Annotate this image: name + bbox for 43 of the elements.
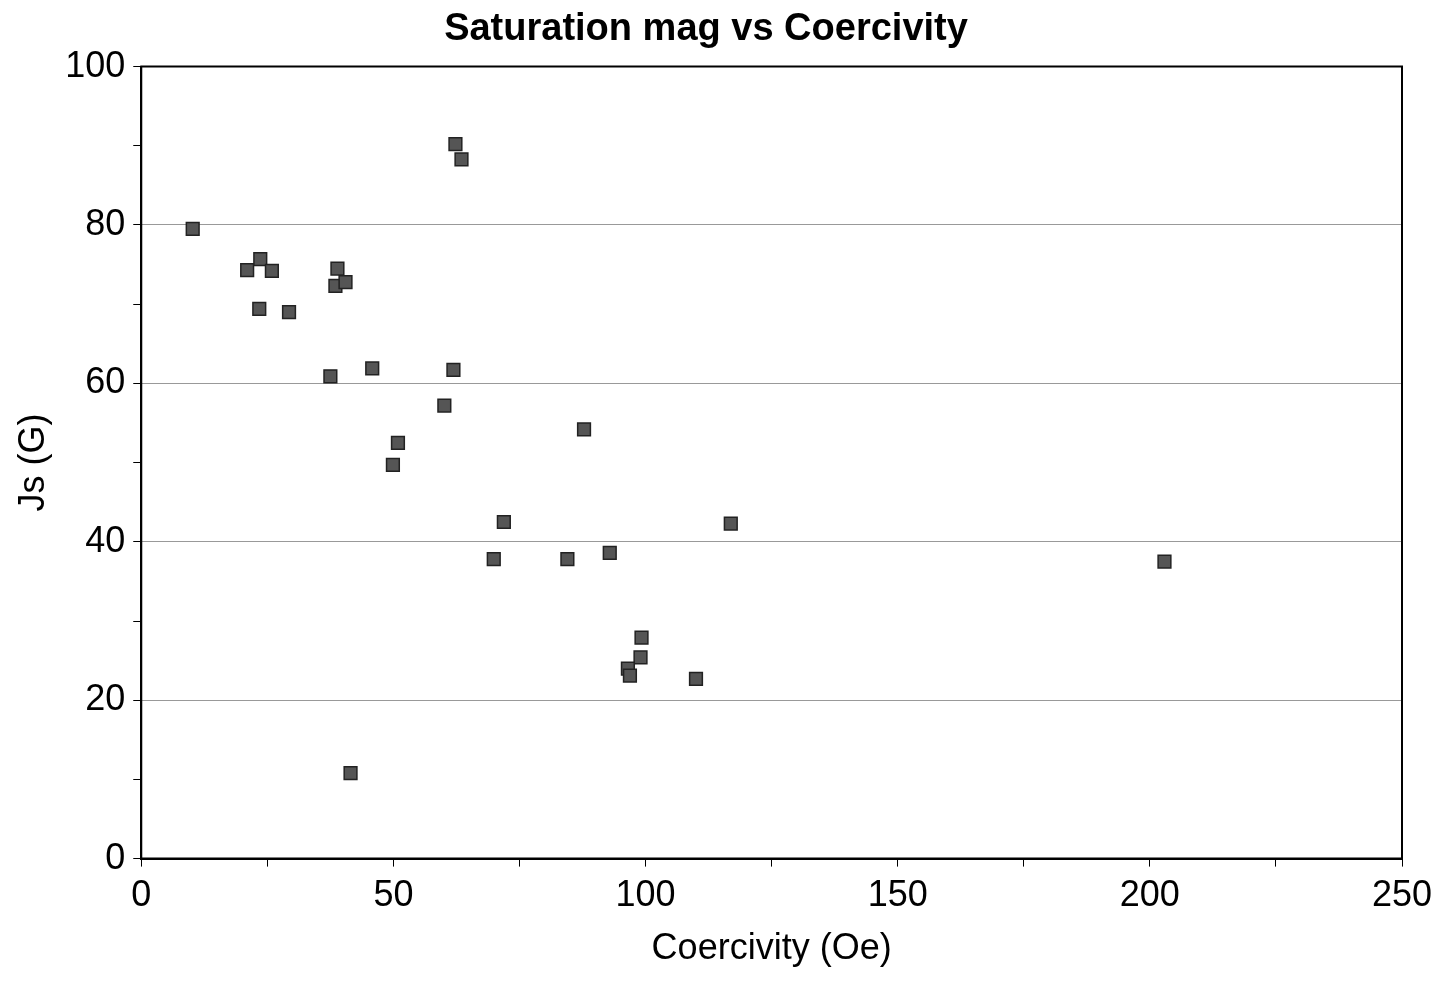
- y-tick-label: 40: [85, 518, 126, 560]
- point: [448, 137, 463, 152]
- point: [486, 552, 501, 567]
- y-tick-label: 100: [65, 43, 126, 85]
- point: [330, 261, 345, 276]
- point: [622, 668, 638, 683]
- x-axis-title: Coercivity (Oe): [651, 926, 892, 968]
- point: [281, 305, 297, 320]
- point: [446, 362, 461, 378]
- point: [723, 516, 738, 531]
- y-tick-label: 80: [85, 201, 126, 243]
- x-tick-label: 100: [615, 873, 676, 915]
- point: [240, 263, 255, 278]
- point: [454, 152, 469, 167]
- point: [634, 630, 649, 645]
- point: [633, 650, 648, 665]
- x-tick-label: 250: [1371, 873, 1433, 915]
- point: [496, 514, 511, 530]
- y-axis-title: Js (G): [10, 413, 52, 512]
- x-tick-label: 50: [373, 873, 414, 915]
- chart-title: Saturation mag vs Coercivity: [444, 6, 968, 49]
- point: [323, 369, 338, 384]
- point: [253, 251, 268, 267]
- point: [437, 398, 452, 413]
- y-tick-label: 0: [105, 835, 126, 877]
- point: [252, 301, 267, 317]
- point: [560, 552, 575, 567]
- point: [602, 545, 617, 560]
- x-tick-label: 0: [131, 873, 152, 915]
- point: [264, 263, 279, 279]
- point: [390, 435, 406, 450]
- point: [338, 274, 353, 290]
- point: [385, 457, 401, 473]
- point: [343, 765, 358, 781]
- point: [576, 422, 592, 437]
- x-tick-label: 200: [1119, 873, 1180, 915]
- y-tick-label: 20: [85, 677, 126, 719]
- point: [365, 361, 380, 376]
- point: [688, 671, 704, 686]
- y-tick-label: 60: [85, 360, 126, 402]
- point: [1157, 554, 1172, 569]
- x-tick-label: 150: [867, 873, 928, 915]
- point: [185, 221, 200, 237]
